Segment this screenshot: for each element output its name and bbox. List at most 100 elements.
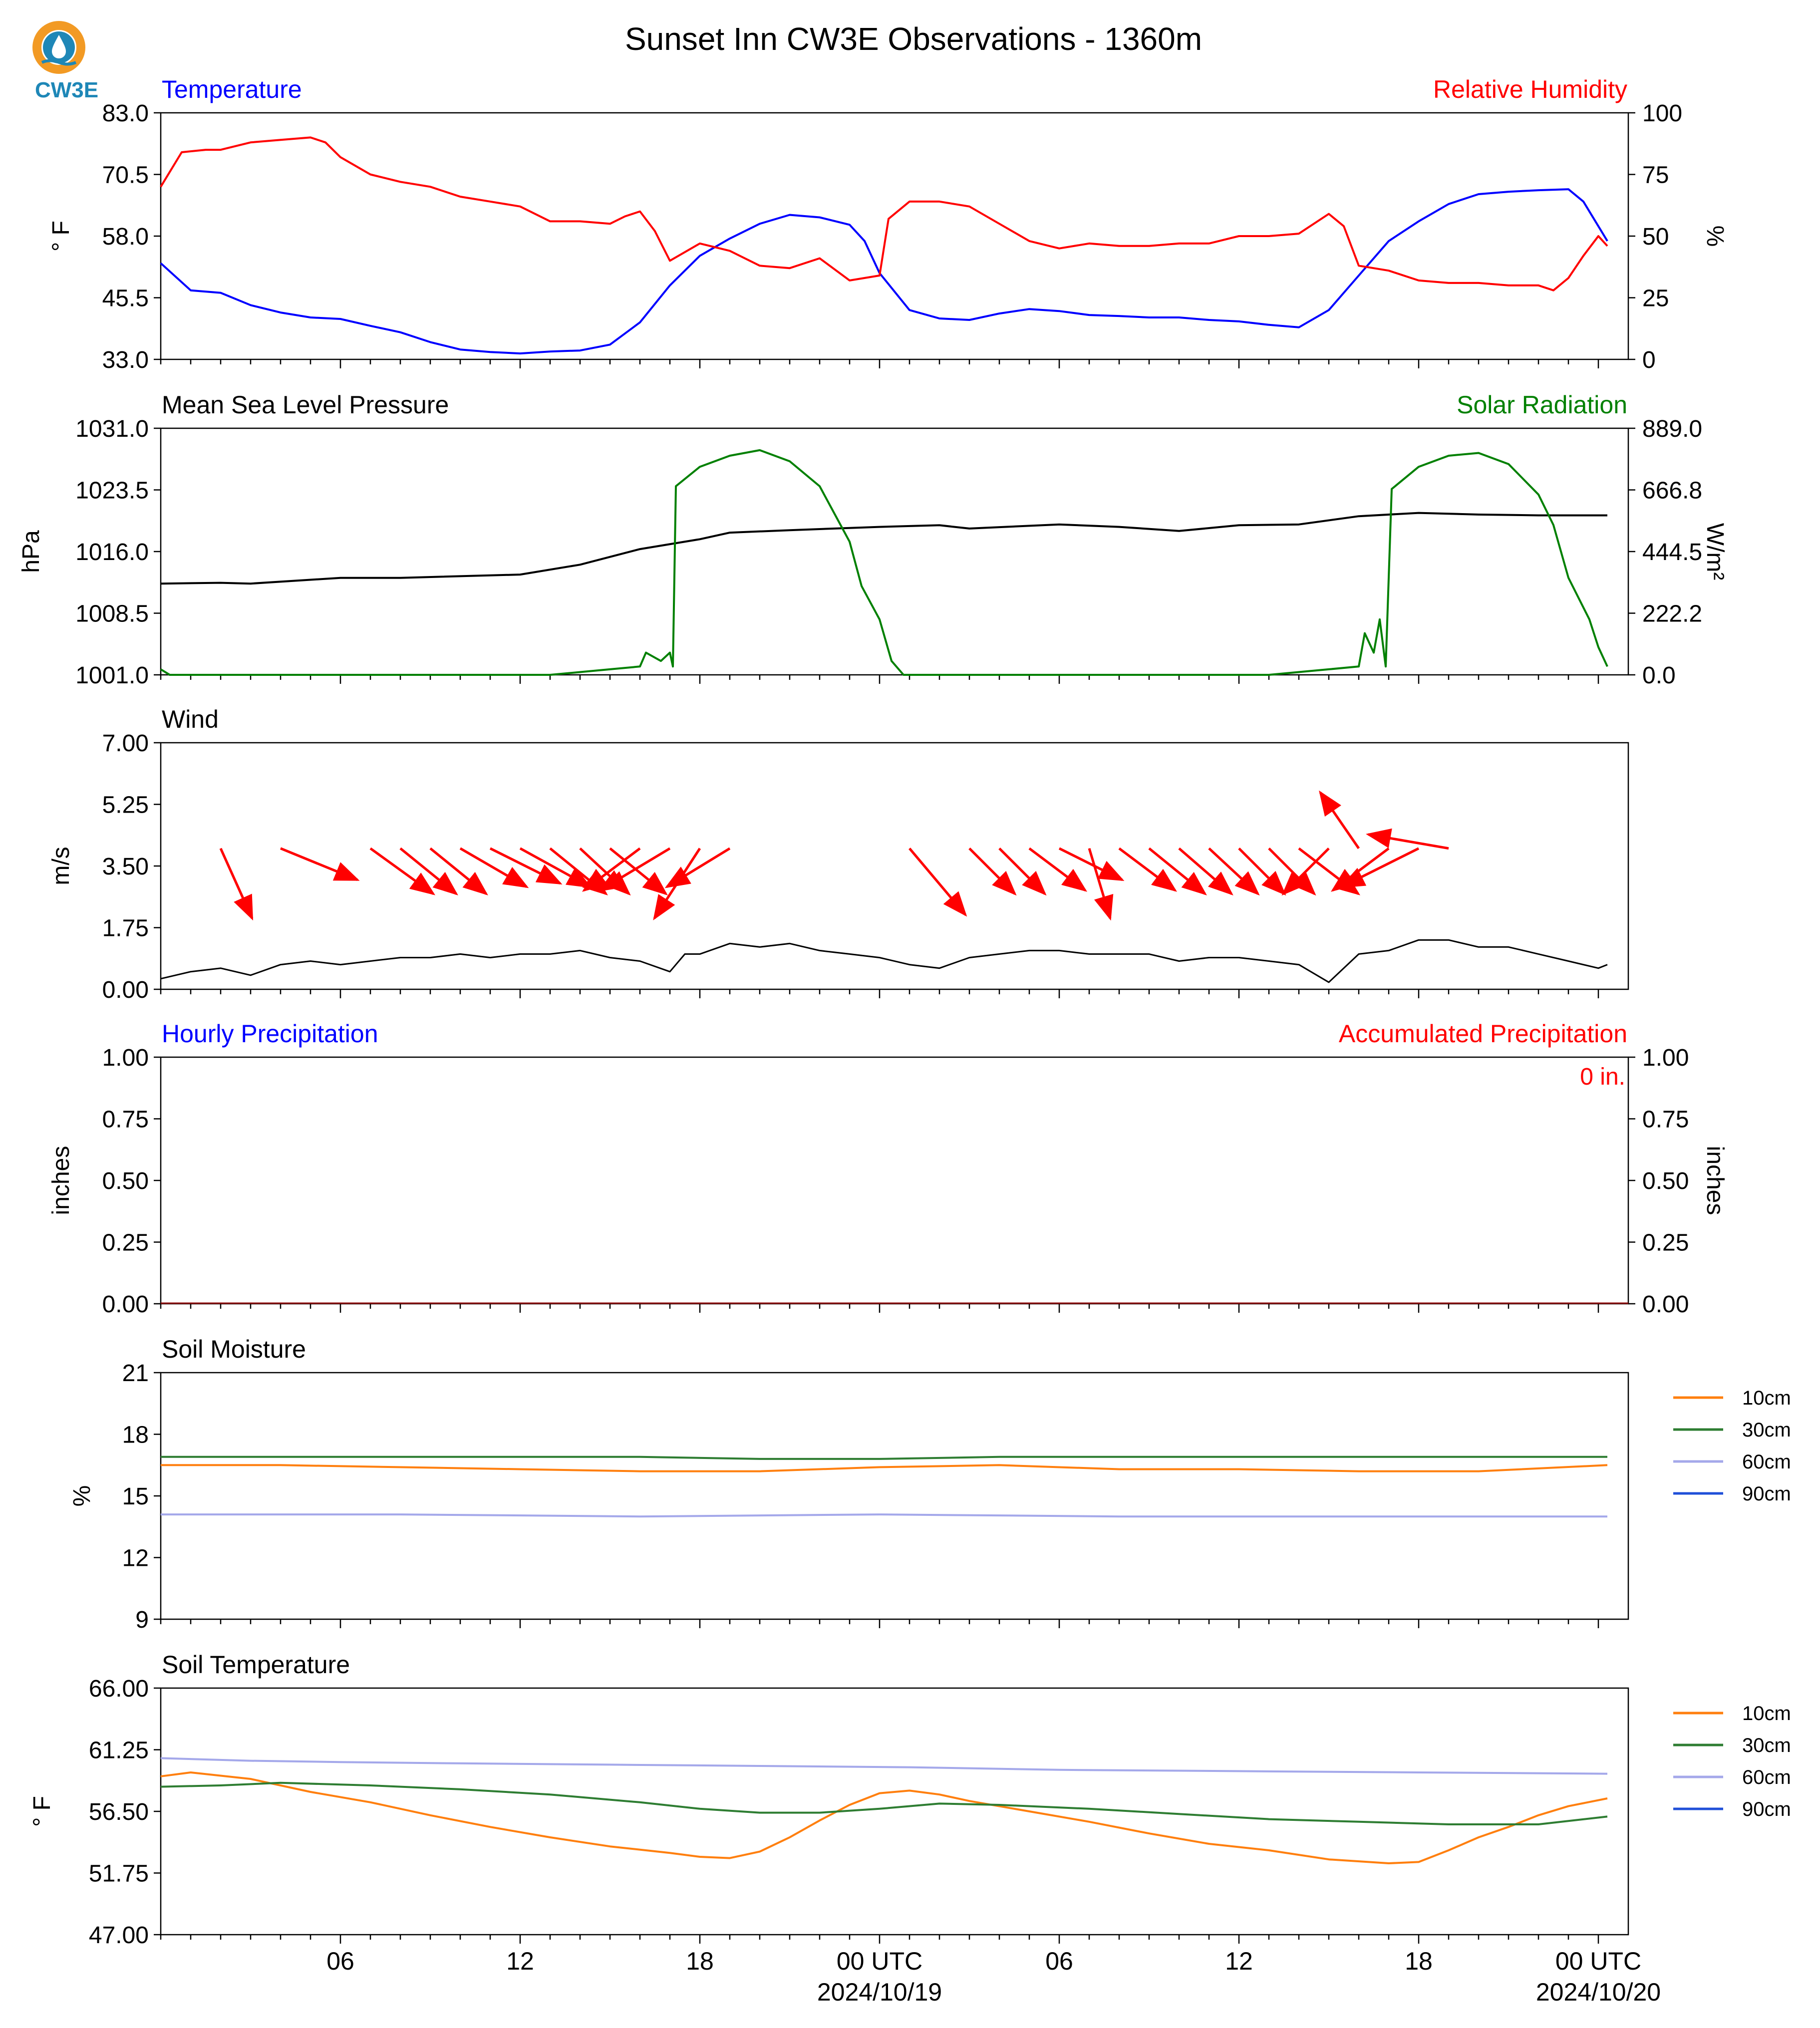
wind-arrow (219, 848, 254, 921)
legend-label: 60cm (1742, 1766, 1791, 1788)
y-right-tick-label: 0.25 (1642, 1230, 1689, 1256)
y-tick-label: 1023.5 (75, 478, 149, 504)
time-axis-labels: 06 12 18 00 UTC 06 12 18 00 UTC 2024/10/19 2024/1… (326, 1947, 1661, 2006)
y-tick-label: 1008.5 (75, 601, 149, 627)
series-line-10cm (161, 1464, 1608, 1472)
y-axis-label: hPa (18, 530, 44, 573)
y-axis-label: ° F (29, 1796, 55, 1827)
wind-arrow (909, 848, 967, 917)
y-tick-label: 51.75 (89, 1861, 149, 1887)
plot-frame (160, 112, 1629, 360)
wind-arrow (653, 848, 701, 920)
y-right-tick-label: 222.2 (1642, 601, 1702, 627)
panel-title-left: Soil Moisture (162, 1335, 306, 1363)
wind-arrow (280, 847, 360, 881)
y-tick-label: 12 (122, 1545, 149, 1572)
y-tick-label: 66.00 (89, 1676, 149, 1702)
y-axis-label: m/s (48, 847, 74, 885)
y-tick-label: 18 (122, 1422, 149, 1449)
logo-ring (32, 21, 85, 74)
series-line-30cm (160, 1781, 1608, 1825)
wind-arrow (1208, 847, 1260, 896)
wind-arrow (489, 847, 563, 884)
y-tick-label: 0.75 (102, 1107, 149, 1133)
x-date-label: 2024/10/20 (1536, 1978, 1661, 2006)
wind-arrow (609, 847, 668, 895)
logo-text: CW3E (35, 78, 98, 102)
panel-title-right: Accumulated Precipitation (1339, 1020, 1627, 1048)
x-tick-label: 18 (1405, 1947, 1433, 1975)
legend-label: 60cm (1742, 1451, 1791, 1473)
panel-title-right: Relative Humidity (1433, 75, 1627, 103)
panel-temp_rh: 33.0 45.5 58.0 70.5 83.0 0 25 50 75 100 Temperatur… (48, 75, 1728, 373)
y-tick-label: 58.0 (102, 224, 149, 250)
series-line-solar-radiation (160, 449, 1608, 676)
legend-label: 10cm (1742, 1703, 1791, 1725)
wind-arrow (1319, 790, 1360, 850)
panel-title-left: Hourly Precipitation (162, 1020, 378, 1048)
y-right-axis-label: inches (1702, 1146, 1728, 1215)
series-line-60cm (160, 1757, 1608, 1775)
y-right-tick-label: 75 (1642, 162, 1669, 189)
y-tick-label: 1031.0 (75, 416, 149, 442)
x-tick-label: 00 UTC (1555, 1947, 1641, 1975)
panel-precip: 0.00 0.25 0.50 0.75 1.00 0.00 0.25 0.50 0.75 1.00… (48, 1020, 1728, 1318)
wind-arrow (399, 847, 458, 895)
y-tick-label: 1001.0 (75, 662, 149, 689)
y-tick-label: 7.00 (102, 730, 149, 757)
wind-arrow (582, 847, 641, 892)
wind-arrow (1366, 828, 1449, 850)
series-line-30cm (161, 1455, 1607, 1460)
wind-arrow (1058, 847, 1125, 881)
y-right-axis-label: W/m² (1702, 523, 1728, 580)
legend-label: 90cm (1742, 1483, 1791, 1505)
wind-arrow (429, 847, 488, 895)
y-right-tick-label: 889.0 (1642, 416, 1702, 442)
panel-title-left: Temperature (162, 75, 302, 103)
x-tick-label: 06 (326, 1947, 354, 1975)
y-tick-label: 1016.0 (75, 539, 149, 566)
x-tick-label: 00 UTC (837, 1947, 922, 1975)
y-tick-label: 56.50 (89, 1799, 149, 1825)
y-right-axis-label: % (1702, 226, 1728, 247)
y-tick-label: 0.50 (102, 1168, 149, 1194)
y-right-tick-label: 1.00 (1642, 1045, 1689, 1071)
panel-soil_temperature: 47.00 51.75 56.50 61.25 66.00 Soil Temperatur… (29, 1651, 1791, 1949)
x-tick-label: 12 (1225, 1947, 1253, 1975)
legend-label: 90cm (1742, 1798, 1791, 1820)
panels: 33.0 45.5 58.0 70.5 83.0 0 25 50 75 100 Temperatur… (18, 75, 1791, 1949)
wind-arrow (968, 847, 1017, 896)
figure-title: Sunset Inn CW3E Observations - 1360m (625, 21, 1202, 57)
panel-title-left: Wind (162, 705, 219, 733)
plot-frame (160, 1687, 1629, 1936)
accumulated-total-label: 0 in. (1580, 1064, 1625, 1090)
x-tick-label: 18 (686, 1947, 714, 1975)
legend: 10cm 30cm 60cm 90cm (1673, 1387, 1791, 1505)
y-right-tick-label: 444.5 (1642, 539, 1702, 566)
wind-arrow (1331, 847, 1390, 892)
y-tick-label: 70.5 (102, 162, 149, 189)
y-right-tick-label: 0.75 (1642, 1107, 1689, 1133)
y-tick-label: 0.00 (102, 1291, 149, 1318)
wind-arrow (549, 847, 608, 895)
y-right-tick-label: 100 (1642, 100, 1682, 127)
x-tick-label: 06 (1045, 1947, 1073, 1975)
wind-arrow (598, 847, 671, 892)
plot-frame (160, 427, 1629, 676)
series-line-temperature (160, 188, 1608, 355)
wind-arrow (1028, 847, 1087, 892)
panel-title-left: Soil Temperature (162, 1651, 350, 1679)
legend-label: 10cm (1742, 1387, 1791, 1409)
y-right-tick-label: 0.50 (1642, 1168, 1689, 1194)
y-tick-label: 21 (122, 1360, 149, 1387)
y-right-tick-label: 25 (1642, 286, 1669, 312)
y-tick-label: 45.5 (102, 286, 149, 312)
wind-arrow (998, 847, 1047, 896)
y-tick-label: 33.0 (102, 347, 149, 373)
wind-arrow (664, 847, 731, 888)
y-tick-label: 83.0 (102, 100, 149, 127)
y-tick-label: 1.75 (102, 915, 149, 942)
water-drop-icon (52, 35, 66, 58)
y-right-tick-label: 0.0 (1642, 662, 1676, 689)
